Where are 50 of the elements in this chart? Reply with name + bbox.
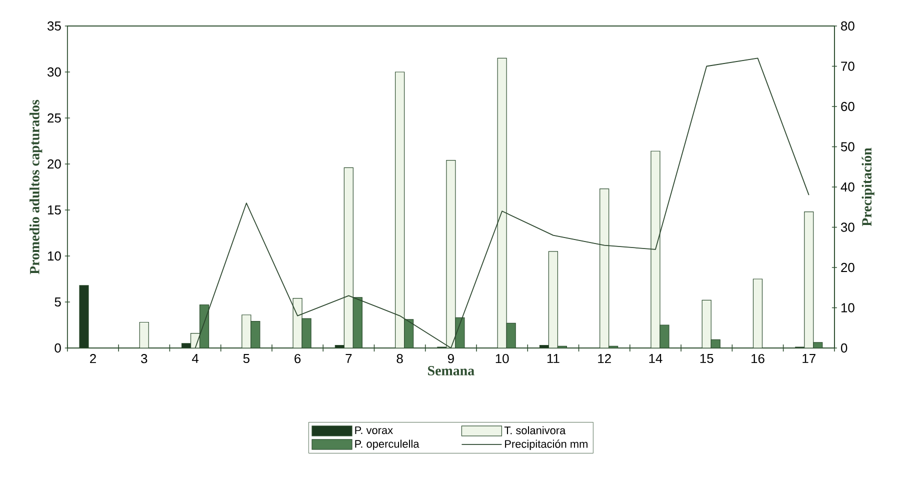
y2-tick-label: 40 [840,182,854,192]
y2-tick-label: 70 [841,62,854,71]
bar [752,278,763,348]
y2-tick-label: 20 [841,262,854,272]
y-tick-label: 35 [48,21,61,31]
legend-label: T. solanivora [504,426,566,434]
y2-tick-label: 50 [840,142,854,152]
x-tick-label: 6 [294,354,301,364]
y2-tick-label: 80 [841,21,854,31]
bar [344,167,354,348]
x-tick-label: 8 [396,354,403,364]
y2-tick-label: 30 [840,222,854,232]
x-tick-label: 5 [243,354,250,364]
bar [242,314,252,348]
legend-label: P. vorax [355,426,393,434]
x-tick-label: 14 [649,354,662,363]
bar [139,322,149,348]
y-tick-label: 30 [48,67,61,77]
bar [702,300,712,348]
y-tick-label: 10 [48,251,61,261]
y-tick-label: 15 [48,205,61,215]
y2-axis-title: Precipitación [862,148,874,226]
x-tick-label: 3 [141,354,148,364]
x-tick-label: 4 [192,354,198,363]
x-tick-label: 10 [496,354,509,364]
legend-label: P. operculella [355,440,420,450]
y2-tick-label: 0 [840,343,848,353]
x-tick-label: 2 [90,354,96,364]
y2-tick-label: 60 [841,102,854,112]
x-tick-label: 9 [448,354,454,364]
y-tick-label: 5 [54,297,61,307]
y-axis-title: Promedio adultos capturados [30,100,42,274]
bar [600,188,610,348]
x-tick-label: 16 [752,354,764,364]
bar [395,72,405,348]
bar [804,212,814,348]
x-tick-label: 12 [598,354,611,364]
x-tick-label: 7 [346,354,352,363]
x-tick-label: 15 [700,354,714,364]
y2-tick-label: 10 [841,303,854,312]
legend-label: Precipitación mm [505,440,588,450]
bar [352,297,362,348]
x-tick-label: 11 [547,354,560,363]
y-tick-label: 20 [48,159,61,169]
bar [548,251,558,348]
y-tick-label: 25 [48,113,61,123]
bar [250,321,260,348]
y-tick-label: 0 [54,343,61,353]
x-axis-title: Semana [428,366,474,376]
x-tick-label: 17 [802,354,816,363]
